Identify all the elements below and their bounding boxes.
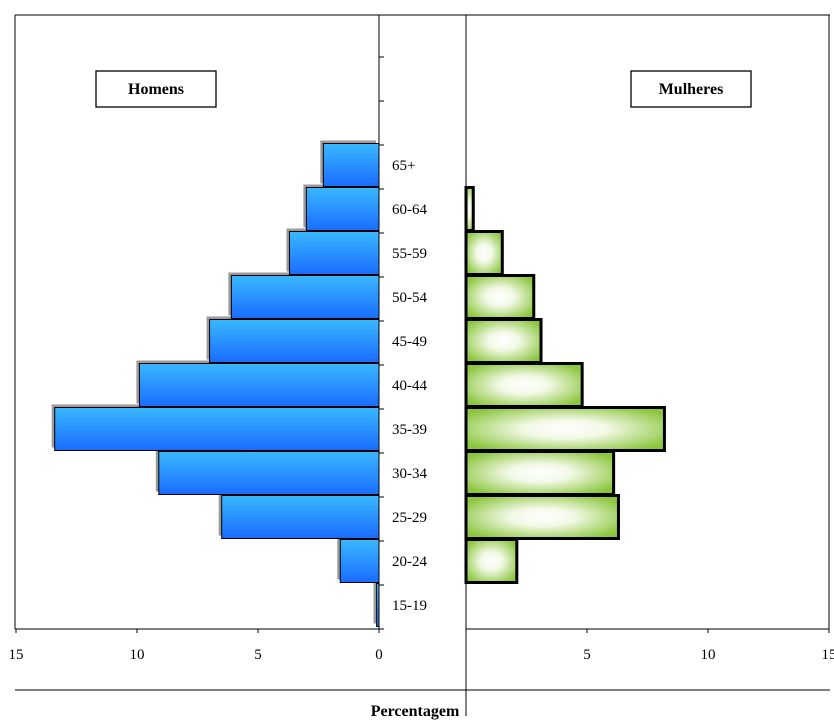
category-label: 40-44 bbox=[392, 378, 427, 394]
homens-bar bbox=[209, 319, 380, 363]
left-tick-label: 0 bbox=[375, 647, 383, 663]
category-label: 60-64 bbox=[392, 202, 427, 218]
homens-bar bbox=[230, 275, 380, 319]
homens-bar bbox=[305, 187, 380, 231]
mulheres-bars bbox=[464, 186, 666, 584]
homens-bar bbox=[376, 583, 380, 627]
homens-bar bbox=[339, 539, 380, 583]
legend-mulheres: Mulheres bbox=[630, 70, 752, 108]
legend-mulheres-label: Mulheres bbox=[659, 81, 724, 98]
mulheres-bar bbox=[464, 450, 616, 496]
mulheres-bar bbox=[464, 362, 584, 408]
left-tick-label: 15 bbox=[9, 647, 24, 663]
x-axis-title: Percentagem bbox=[371, 703, 460, 720]
homens-bar bbox=[54, 407, 380, 451]
category-ticks bbox=[379, 56, 384, 630]
legend-homens-box bbox=[95, 70, 217, 108]
right-tick-label: 5 bbox=[583, 647, 591, 663]
mulheres-bar bbox=[464, 274, 536, 320]
left-tick-label: 10 bbox=[130, 647, 145, 663]
mulheres-bar bbox=[464, 318, 543, 364]
category-labels: 15-19 20-24 25-29 30-34 35-39 40-44 45-49 50-54… bbox=[392, 158, 427, 614]
category-label: 20-24 bbox=[392, 554, 427, 570]
right-axis-ticks: 5 10 15 bbox=[583, 629, 834, 663]
left-axis-ticks: 15 10 5 0 bbox=[9, 629, 383, 663]
legend-homens: Homens bbox=[95, 70, 217, 108]
left-tick-label: 5 bbox=[254, 647, 262, 663]
homens-bar-shadow bbox=[373, 580, 376, 624]
homens-bar bbox=[322, 143, 380, 187]
homens-bar bbox=[158, 451, 380, 495]
category-label: 15-19 bbox=[392, 598, 427, 614]
category-label: 30-34 bbox=[392, 466, 427, 482]
mulheres-bar bbox=[464, 406, 666, 452]
homens-bar bbox=[221, 495, 380, 539]
mulheres-bar bbox=[464, 230, 504, 276]
right-tick-label: 10 bbox=[701, 647, 716, 663]
homens-bars bbox=[51, 140, 380, 627]
mulheres-bar bbox=[464, 538, 519, 584]
category-label: 65+ bbox=[392, 158, 415, 174]
legend-mulheres-box bbox=[630, 70, 752, 108]
legend-homens-label: Homens bbox=[128, 81, 184, 98]
category-label: 25-29 bbox=[392, 510, 427, 526]
category-label: 45-49 bbox=[392, 334, 427, 350]
chart-frame bbox=[14, 14, 830, 716]
category-label: 55-59 bbox=[392, 246, 427, 262]
right-tick-label: 15 bbox=[822, 647, 834, 663]
mulheres-bar bbox=[464, 494, 620, 540]
category-label: 50-54 bbox=[392, 290, 427, 306]
homens-bar bbox=[138, 363, 380, 407]
mulheres-bar bbox=[464, 186, 475, 232]
category-label: 35-39 bbox=[392, 422, 427, 438]
homens-bar bbox=[288, 231, 380, 275]
